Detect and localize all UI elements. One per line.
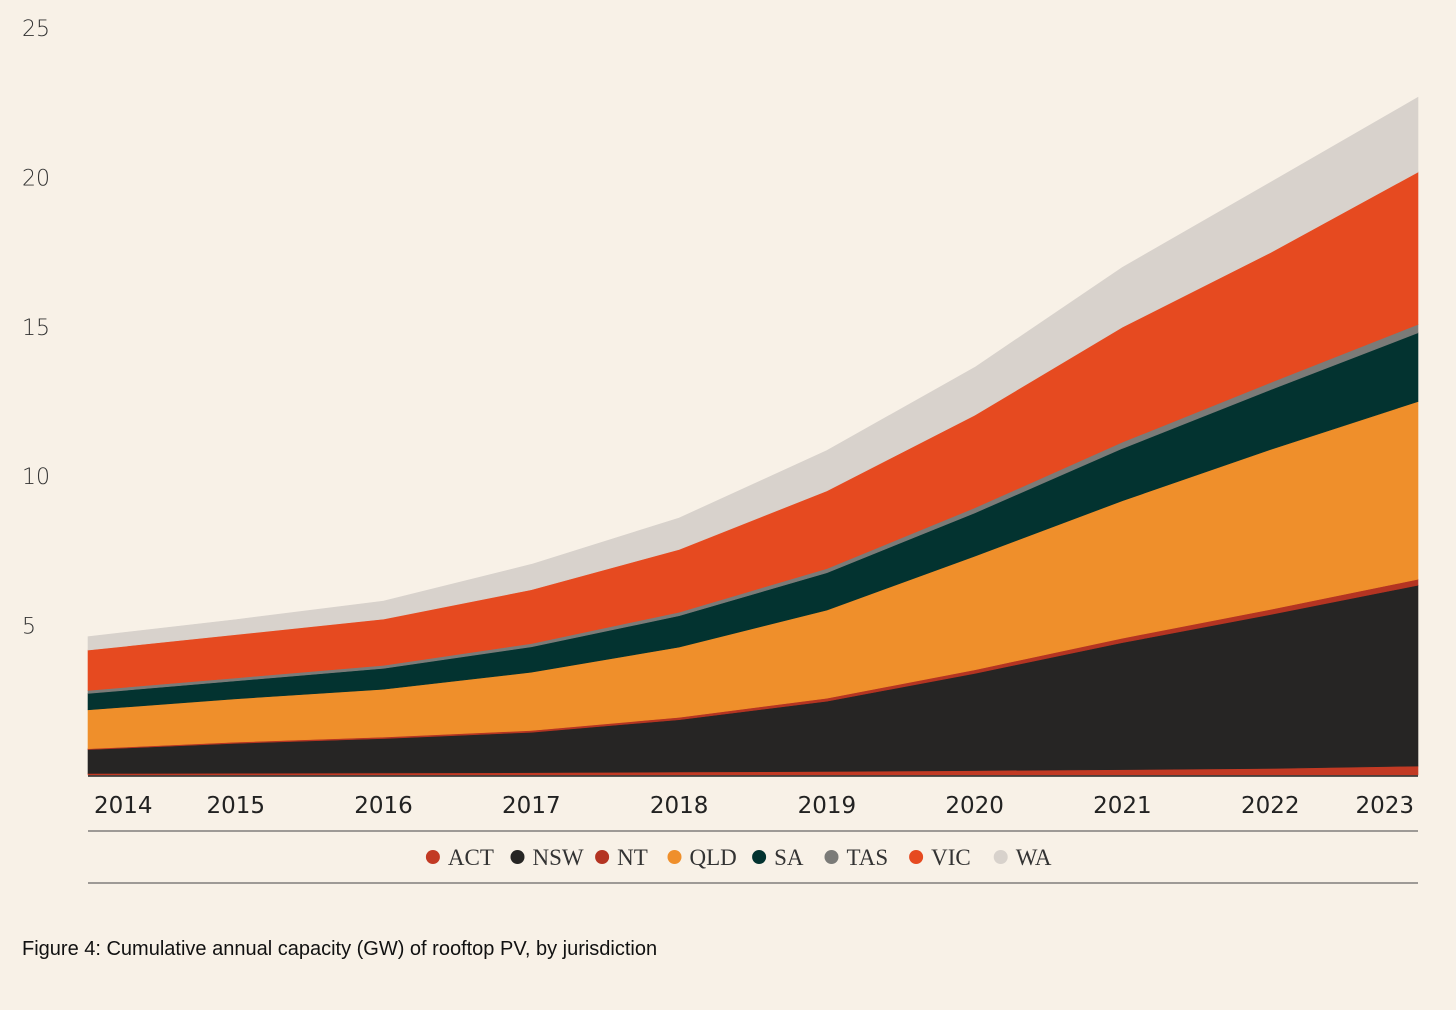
legend-label: NSW — [533, 845, 584, 870]
legend-item-vic: VIC — [909, 845, 971, 870]
x-tick-label: 2023 — [1355, 793, 1414, 819]
legend: ACT NSW NT QLD SA TAS VIC WA — [425, 845, 1052, 870]
legend-swatch — [824, 850, 839, 864]
legend-label: VIC — [931, 845, 971, 870]
x-tick-label: 2020 — [945, 793, 1004, 819]
x-tick-label: 2015 — [207, 793, 266, 819]
x-tick-label: 2017 — [502, 793, 561, 819]
legend-label: NT — [617, 845, 648, 870]
legend-swatch — [595, 850, 610, 864]
y-tick-label: 20 — [22, 166, 50, 191]
legend-item-nt: NT — [595, 845, 648, 870]
legend-swatch — [425, 850, 440, 864]
figure-caption: Figure 4: Cumulative annual capacity (GW… — [22, 938, 658, 960]
area-wa — [87, 96, 1419, 651]
x-axis: 2014 2015 2016 2017 2018 2019 2020 2021 2022 2023 — [94, 793, 1414, 819]
legend-item-sa: SA — [752, 845, 804, 870]
y-tick-label: 25 — [22, 17, 50, 42]
legend-label: ACT — [448, 845, 494, 870]
y-tick-label: 15 — [22, 316, 50, 341]
x-tick-label: 2016 — [354, 793, 413, 819]
legend-swatch — [993, 850, 1008, 864]
x-tick-label: 2018 — [650, 793, 709, 819]
legend-swatch — [909, 850, 924, 864]
y-tick-label: 10 — [22, 465, 50, 490]
y-axis: 5 10 15 20 25 — [22, 17, 50, 640]
legend-label: SA — [774, 845, 804, 870]
legend-label: TAS — [847, 845, 889, 870]
y-tick-label: 5 — [22, 615, 36, 640]
legend-item-wa: WA — [993, 845, 1052, 870]
x-tick-label: 2014 — [94, 793, 153, 819]
legend-swatch — [510, 850, 525, 864]
legend-item-act: ACT — [425, 845, 494, 870]
legend-item-tas: TAS — [824, 845, 889, 870]
legend-item-qld: QLD — [667, 845, 737, 870]
legend-label: QLD — [690, 845, 737, 870]
legend-swatch — [752, 850, 767, 864]
area-layer — [87, 96, 1419, 776]
x-tick-label: 2022 — [1241, 793, 1300, 819]
legend-item-nsw: NSW — [510, 845, 584, 870]
legend-label: WA — [1016, 845, 1052, 870]
x-tick-label: 2019 — [798, 793, 857, 819]
x-tick-label: 2021 — [1093, 793, 1152, 819]
legend-swatch — [667, 850, 682, 864]
